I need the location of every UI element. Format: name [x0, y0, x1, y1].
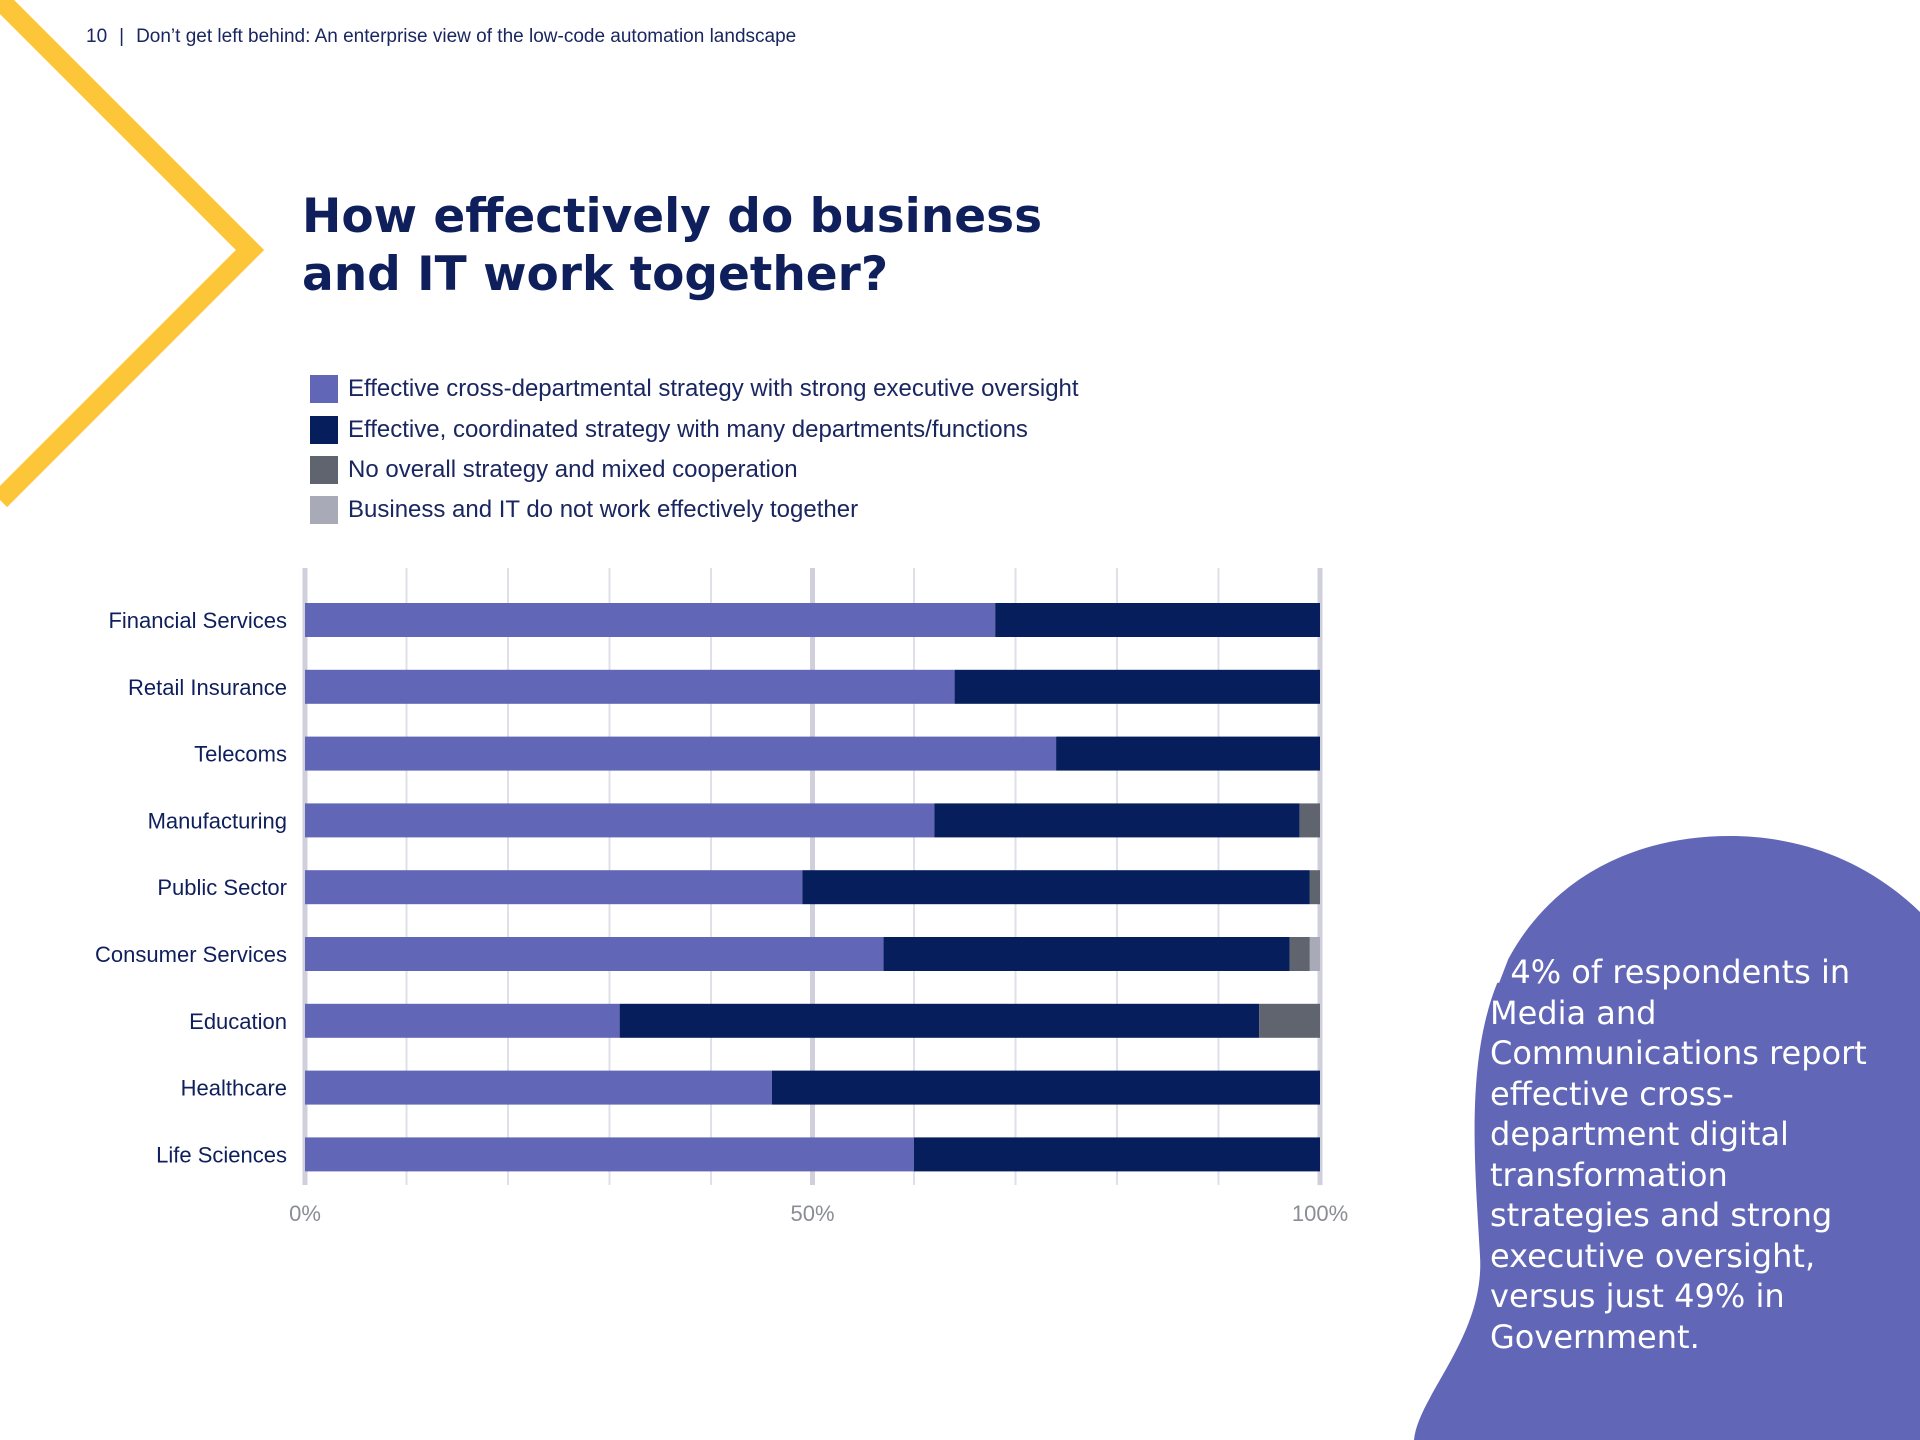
chart-title: How effectively do business and IT work … — [302, 189, 1043, 302]
category-label: Healthcare — [181, 1076, 287, 1101]
bar-segment — [914, 1137, 1320, 1172]
bar-segment — [883, 937, 1290, 971]
bar-segment — [305, 1070, 772, 1105]
bar-segment — [1056, 736, 1320, 771]
callout-blob — [1414, 836, 1920, 1440]
category-label: Telecoms — [194, 742, 287, 767]
bar-segment — [619, 1003, 1260, 1038]
legend-swatch-coordinated-strategy — [310, 416, 338, 444]
bar-segment — [305, 603, 996, 637]
x-tick-label: 50% — [790, 1201, 834, 1226]
page-number: 10 — [86, 26, 108, 47]
legend-label-executive-oversight: Effective cross-departmental strategy wi… — [348, 375, 1079, 402]
bar-segment — [305, 669, 955, 704]
bar-segment — [995, 603, 1320, 637]
legend-label-no-overall-strategy: No overall strategy and mixed cooperatio… — [348, 456, 798, 483]
yellow-chevron-decoration — [0, 0, 265, 508]
x-tick-label: 0% — [289, 1201, 321, 1226]
chevron-shape — [0, 0, 265, 508]
bar-segment — [771, 1070, 1320, 1105]
category-label: Manufacturing — [148, 808, 287, 833]
legend-label-coordinated-strategy: Effective, coordinated strategy with man… — [348, 416, 1028, 443]
bar-segment — [305, 803, 935, 838]
bar-segment — [1299, 803, 1320, 838]
legend-swatch-not-effective — [310, 496, 338, 524]
category-label: Life Sciences — [156, 1142, 287, 1167]
bar-segment — [954, 669, 1320, 704]
bar-segment — [305, 1137, 914, 1172]
callout-blob-shape — [1414, 836, 1920, 1440]
legend-swatch-no-overall-strategy — [310, 456, 338, 484]
bar-segment — [305, 1003, 620, 1038]
callout-text: 74% of respondents in Media and Communic… — [1490, 953, 1867, 1356]
page-header: 10 | Don’t get left behind: An enterprise … — [86, 26, 796, 48]
header-separator: | — [119, 26, 125, 47]
bar-segment — [305, 870, 803, 905]
category-label: Consumer Services — [95, 942, 287, 967]
legend-label-not-effective: Business and IT do not work effectively … — [348, 496, 859, 523]
bar-segment — [305, 937, 884, 971]
bar-segment — [802, 870, 1310, 905]
category-label: Education — [189, 1009, 287, 1034]
bar-segment — [1259, 1003, 1320, 1038]
bar-segment — [1289, 937, 1310, 971]
bar-segment — [934, 803, 1300, 838]
bar-segment — [1309, 937, 1320, 971]
bar-segment — [1309, 870, 1320, 905]
category-label: Retail Insurance — [128, 675, 287, 700]
bar-segment — [305, 736, 1057, 771]
stacked-bar-chart: Financial Services Retail Insurance Teleco… — [95, 568, 1348, 1226]
legend-swatch-executive-oversight — [310, 375, 338, 403]
category-label: Financial Services — [108, 608, 287, 633]
x-tick-label: 100% — [1292, 1201, 1348, 1226]
category-label: Public Sector — [157, 875, 287, 900]
document-title: Don’t get left behind: An enterprise vie… — [136, 26, 797, 47]
